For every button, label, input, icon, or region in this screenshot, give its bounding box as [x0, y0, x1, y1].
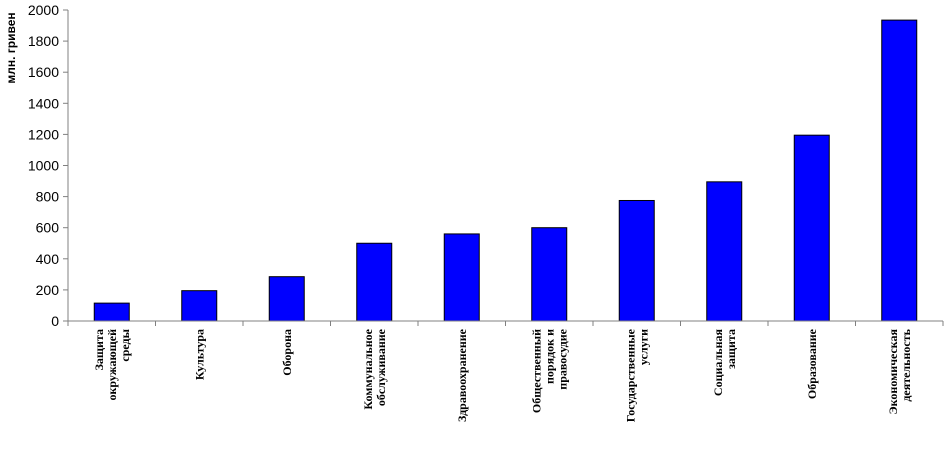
category-label: Коммунальное обслуживание [361, 328, 388, 409]
category-label-line: Оборона [280, 329, 294, 376]
category-label-line: Здравоохранение [455, 328, 469, 422]
category-label: Социальная защита [711, 329, 738, 397]
x-axis-ticks [67, 321, 944, 326]
category-label: Общественный порядок и правосудие [529, 328, 569, 413]
y-tick-label: 1600 [28, 64, 59, 80]
category-label-line: услуги [636, 329, 650, 365]
bar [531, 227, 568, 322]
category-label-line: Экономическая [886, 329, 900, 415]
y-tick-label: 200 [36, 282, 60, 298]
bar [793, 134, 830, 322]
category-label-line: Государственные [623, 328, 637, 422]
y-tick-label: 800 [36, 189, 60, 205]
y-tick-label: 1800 [28, 33, 59, 49]
category-label-line: порядок и [542, 329, 556, 384]
bar [181, 290, 218, 322]
y-tick-label: 1400 [28, 95, 59, 111]
category-label-line: Защита [92, 329, 106, 370]
y-tick-label: 1000 [28, 158, 59, 174]
category-label: Оборона [280, 329, 294, 376]
bar [93, 302, 130, 322]
category-label-line: Культура [192, 329, 206, 380]
x-axis-labels: Защита окружающей среды Культура Оборона Комм… [92, 328, 913, 422]
y-axis-title-group: млн. гривен [4, 12, 18, 83]
bar [443, 233, 480, 322]
y-tick-label: 600 [36, 220, 60, 236]
y-tick-label: 2000 [28, 2, 59, 18]
category-label-line: Образование [805, 328, 819, 399]
y-axis-title: млн. гривен [4, 12, 18, 83]
category-label-line: обслуживание [374, 328, 388, 406]
category-label-line: Общественный [529, 329, 543, 413]
y-axis-ticks: 0 200 400 600 800 1000 1200 1400 1600 1800 2000 [28, 2, 68, 329]
category-label-line: среды [118, 328, 132, 361]
category-label: Защита окружающей среды [92, 328, 132, 400]
category-label: Экономическая деятельность [886, 328, 913, 414]
y-tick-label: 0 [51, 313, 59, 329]
category-label-line: Коммунальное [361, 328, 375, 409]
bar [706, 181, 743, 322]
category-label-line: защита [724, 329, 738, 369]
category-label: Образование [805, 328, 819, 399]
category-label: Культура [192, 329, 206, 380]
bar [356, 242, 393, 322]
category-label-line: окружающей [105, 329, 119, 401]
y-tick-label: 400 [36, 251, 60, 267]
bar [618, 199, 655, 322]
bar [268, 276, 305, 322]
category-label-line: деятельность [899, 328, 913, 401]
category-label: Здравоохранение [455, 328, 469, 422]
y-tick-label: 1200 [28, 126, 59, 142]
category-label: Государственные услуги [623, 328, 650, 422]
bars [93, 19, 918, 322]
category-label-line: Социальная [711, 329, 725, 397]
category-label-line: правосудие [555, 328, 569, 389]
bar [881, 19, 918, 322]
